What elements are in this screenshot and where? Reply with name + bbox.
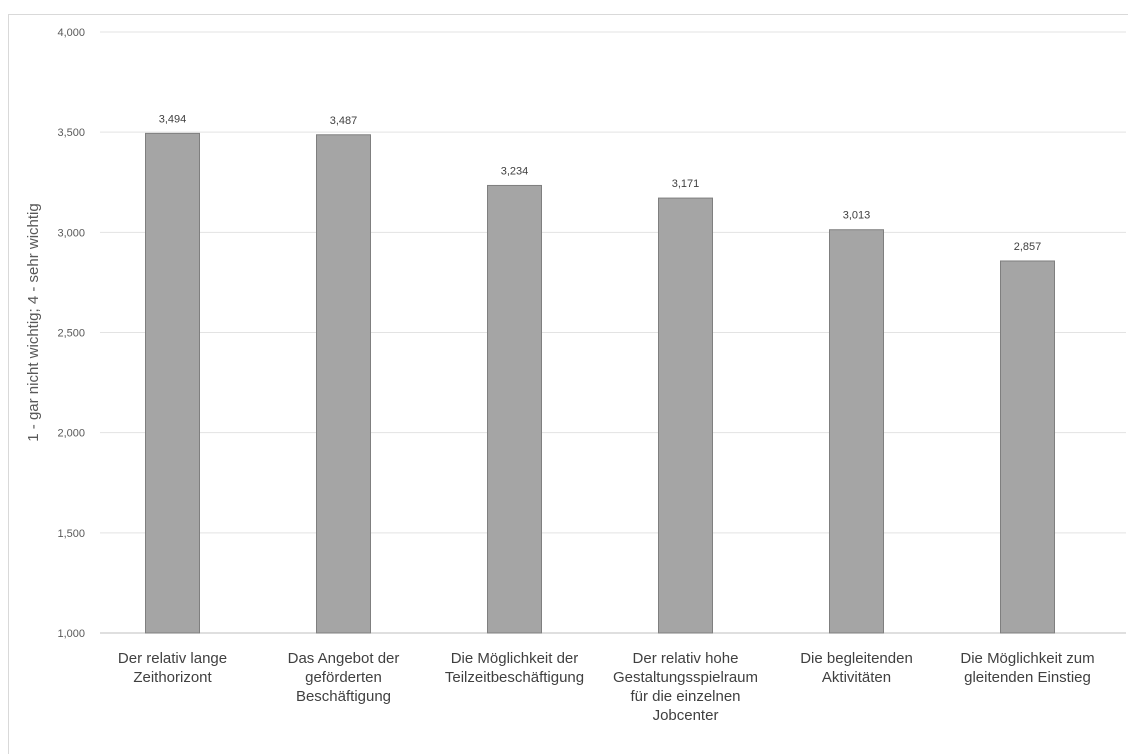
x-tick-label: Zeithorizont — [133, 669, 212, 686]
chart-frame — [8, 14, 1128, 754]
y-tick-label: 2,000 — [57, 428, 85, 440]
x-tick-label: Das Angebot der — [288, 650, 400, 667]
x-tick-label: Teilzeitbeschäftigung — [445, 669, 584, 686]
bar — [1000, 260, 1055, 634]
data-label: 3,234 — [501, 165, 529, 177]
x-tick-label: geförderten — [305, 669, 382, 686]
data-label: 3,494 — [159, 113, 187, 125]
y-tick-label: 4,000 — [57, 27, 85, 39]
y-tick-label: 2,500 — [57, 328, 85, 340]
y-tick-label: 3,500 — [57, 127, 85, 139]
x-tick-label: gleitenden Einstieg — [964, 669, 1091, 686]
bar — [487, 184, 542, 634]
x-tick-label: Die Möglichkeit der — [451, 650, 579, 667]
x-tick-label: Der relativ hohe — [633, 650, 739, 667]
x-tick-label: Gestaltungsspielraum — [613, 669, 758, 686]
x-tick-label: Beschäftigung — [296, 688, 391, 705]
bar — [829, 229, 884, 634]
data-label: 3,013 — [843, 210, 871, 222]
y-axis-title: 1 - gar nicht wichtig; 4 - sehr wichtig — [25, 203, 42, 441]
bar — [316, 134, 371, 634]
bar — [145, 132, 200, 634]
x-tick-label: Aktivitäten — [822, 669, 891, 686]
data-label: 2,857 — [1014, 241, 1042, 253]
x-tick-label: Jobcenter — [653, 707, 719, 724]
y-tick-label: 3,000 — [57, 227, 85, 239]
data-label: 3,487 — [330, 115, 358, 127]
x-tick-label: Die begleitenden — [800, 650, 913, 667]
x-tick-label: für die einzelnen — [630, 688, 740, 705]
y-tick-label: 1,000 — [57, 628, 85, 640]
data-label: 3,171 — [672, 178, 700, 190]
bar — [658, 197, 713, 634]
bar-chart: 1,000 1,500 2,000 2,500 3,000 3,500 4,000 1 - g… — [25, 27, 1126, 724]
y-tick-label: 1,500 — [57, 528, 85, 540]
x-tick-label: Der relativ lange — [118, 650, 227, 667]
x-tick-label: Die Möglichkeit zum — [960, 650, 1094, 667]
